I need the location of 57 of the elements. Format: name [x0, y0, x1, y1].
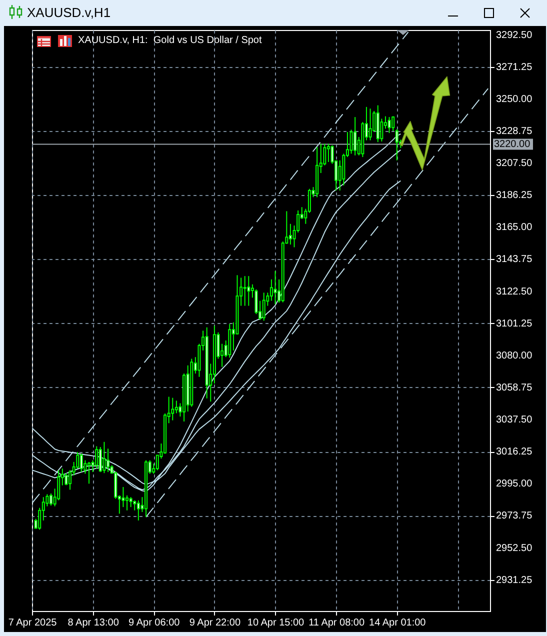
candlestick — [133, 500, 136, 511]
candlestick — [102, 441, 106, 474]
candlestick — [350, 129, 353, 154]
candlestick — [68, 470, 72, 490]
candlestick — [262, 292, 266, 322]
candlestick — [171, 397, 174, 421]
x-tick-label: 11 Apr 08:00 — [308, 618, 365, 628]
candlestick — [288, 223, 292, 246]
y-tick-label: 3037.50 — [496, 414, 533, 426]
candlestick — [395, 128, 398, 161]
y-tick-label: 3143.75 — [496, 254, 533, 266]
candlestick — [254, 288, 258, 315]
candlestick — [129, 496, 132, 508]
y-tick-label: 3250.00 — [496, 94, 533, 105]
candlestick — [126, 494, 129, 511]
candlestick — [326, 143, 330, 163]
y-tick-label: 3165.00 — [496, 222, 533, 234]
y-tick-label: 3271.25 — [496, 62, 533, 73]
candlestick — [50, 492, 53, 506]
candlestick — [388, 116, 391, 134]
y-tick-label: 3080.00 — [496, 350, 533, 362]
y-tick-label: 3228.75 — [496, 126, 533, 138]
candlestick — [136, 500, 140, 521]
y-tick-label: 3058.75 — [496, 382, 533, 394]
candlestick — [274, 270, 277, 305]
candlestick — [64, 472, 68, 486]
line-series — [32, 32, 409, 504]
y-tick-label: 2952.50 — [496, 542, 533, 554]
x-tick-label: 7 Apr 2025 — [8, 618, 58, 628]
y-tick-label: 3186.25 — [496, 190, 533, 202]
y-tick-label: 3207.50 — [496, 158, 533, 170]
x-tick-label: 8 Apr 13:00 — [68, 618, 120, 628]
candlestick — [247, 276, 250, 306]
x-tick-label: 14 Apr 01:00 — [369, 618, 426, 628]
candlestick — [80, 453, 83, 473]
y-tick-label: 2995.00 — [496, 478, 533, 490]
x-tick-label: 9 Apr 06:00 — [128, 618, 180, 628]
y-tick-label: 2973.75 — [496, 510, 533, 522]
candlestick — [270, 278, 273, 302]
candlestick — [354, 116, 357, 156]
candlestick — [95, 446, 98, 470]
y-tick-label: 3016.25 — [496, 446, 533, 458]
candlestick — [392, 116, 395, 132]
chart-subtitle: XAUUSD.v, H1: Gold vs US Dollar / Spot — [78, 35, 262, 47]
y-tick-label: 3292.50 — [496, 30, 533, 41]
candlestick — [106, 448, 110, 473]
y-tick-label: 2931.25 — [496, 574, 533, 586]
x-tick-label: 9 Apr 22:00 — [189, 618, 241, 628]
ref-line-label: 3220.00 — [494, 139, 531, 150]
candlestick — [88, 461, 91, 484]
candlestick — [243, 276, 246, 306]
candlestick — [174, 400, 178, 414]
chart-title: XAUUSD.v,H1 — [27, 5, 111, 20]
y-tick-label: 3101.25 — [496, 318, 533, 330]
candlestick — [368, 108, 372, 141]
x-tick-label: 10 Apr 15:00 — [247, 618, 305, 628]
y-tick-label: 3122.50 — [496, 286, 533, 298]
